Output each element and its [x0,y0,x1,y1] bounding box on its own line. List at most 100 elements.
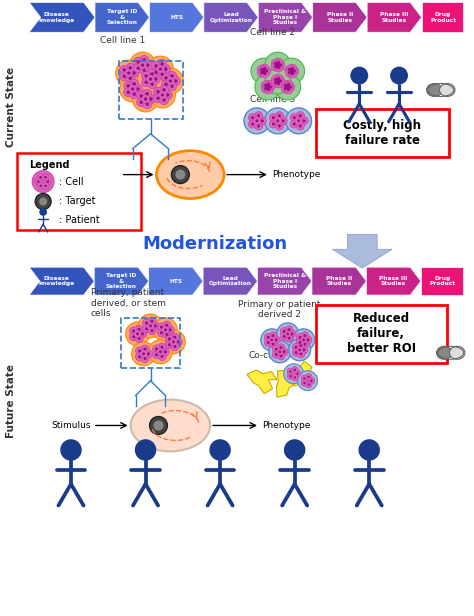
Circle shape [138,314,163,338]
Circle shape [287,373,293,379]
Circle shape [271,78,280,87]
Circle shape [144,97,147,100]
Text: Reduced
failure,
better ROI: Reduced failure, better ROI [346,312,416,355]
Circle shape [295,117,302,125]
Circle shape [161,355,164,358]
Circle shape [171,333,179,341]
Circle shape [163,88,166,91]
Circle shape [168,343,171,346]
Circle shape [146,92,149,95]
Text: : Patient: : Patient [59,216,100,225]
Circle shape [138,60,147,70]
FancyBboxPatch shape [17,153,141,230]
Circle shape [145,350,153,358]
Polygon shape [247,370,277,394]
Circle shape [275,338,278,341]
Circle shape [162,65,170,73]
Polygon shape [149,267,203,295]
Circle shape [159,351,162,354]
Circle shape [160,73,164,76]
Circle shape [272,123,275,126]
Circle shape [244,108,270,134]
Circle shape [248,120,256,128]
Circle shape [162,73,171,83]
Circle shape [162,79,171,89]
Circle shape [151,72,154,76]
Circle shape [276,348,283,355]
Circle shape [158,91,167,99]
Circle shape [39,185,42,187]
Circle shape [292,375,298,381]
Circle shape [280,333,288,340]
Circle shape [151,329,154,332]
Circle shape [166,326,174,334]
Circle shape [259,67,268,76]
Circle shape [281,81,290,90]
Circle shape [279,63,282,67]
Circle shape [124,87,133,97]
Circle shape [277,82,280,85]
Circle shape [257,68,266,77]
Text: Disease
knowledge: Disease knowledge [38,276,74,286]
Polygon shape [367,2,421,32]
Circle shape [299,124,302,128]
Circle shape [168,71,176,80]
Circle shape [283,351,286,353]
Circle shape [129,333,137,341]
Circle shape [286,108,311,134]
Circle shape [264,87,267,90]
Circle shape [307,338,310,341]
Circle shape [143,100,152,108]
Circle shape [161,93,164,97]
Circle shape [274,65,277,68]
Polygon shape [421,2,463,32]
Circle shape [288,71,292,74]
Circle shape [164,351,167,354]
Circle shape [274,81,277,84]
Polygon shape [276,370,297,397]
Circle shape [152,75,161,84]
Circle shape [281,84,290,93]
Circle shape [293,116,296,119]
Circle shape [291,67,294,70]
Circle shape [135,439,156,461]
Circle shape [39,198,47,206]
Circle shape [267,83,270,86]
Text: Cell line 3: Cell line 3 [250,95,295,104]
Circle shape [285,334,293,342]
Circle shape [37,174,44,180]
Circle shape [292,329,315,351]
Circle shape [258,117,266,125]
Circle shape [291,71,294,75]
Circle shape [160,62,164,65]
Circle shape [251,58,277,84]
Circle shape [264,85,273,94]
Circle shape [143,89,152,98]
Circle shape [156,65,165,73]
Text: : Target: : Target [59,197,96,206]
Circle shape [163,99,166,102]
Bar [121,318,180,368]
Circle shape [165,323,168,326]
Circle shape [303,334,306,337]
Circle shape [127,84,130,87]
Circle shape [132,335,135,338]
Text: Lead
Optimization: Lead Optimization [210,12,253,23]
Circle shape [277,352,285,360]
Circle shape [257,124,260,128]
Circle shape [138,330,146,338]
Circle shape [279,58,305,84]
Circle shape [156,348,164,356]
Circle shape [255,122,263,130]
Circle shape [120,65,128,75]
Circle shape [292,343,300,351]
Circle shape [45,178,52,185]
Circle shape [47,180,49,183]
Circle shape [145,327,148,330]
Circle shape [151,320,154,323]
Circle shape [138,355,141,359]
Circle shape [32,171,54,193]
Circle shape [152,62,161,70]
Text: Costly, high
failure rate: Costly, high failure rate [343,119,421,147]
Circle shape [285,326,293,333]
